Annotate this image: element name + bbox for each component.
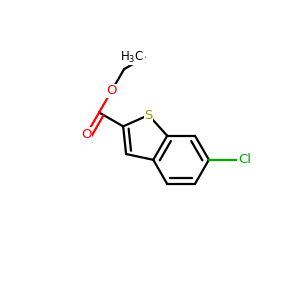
Text: Cl: Cl: [238, 153, 251, 166]
Text: H$_3$C: H$_3$C: [121, 50, 145, 65]
Text: O: O: [106, 84, 117, 97]
Text: O: O: [81, 128, 92, 141]
Text: S: S: [144, 109, 153, 122]
